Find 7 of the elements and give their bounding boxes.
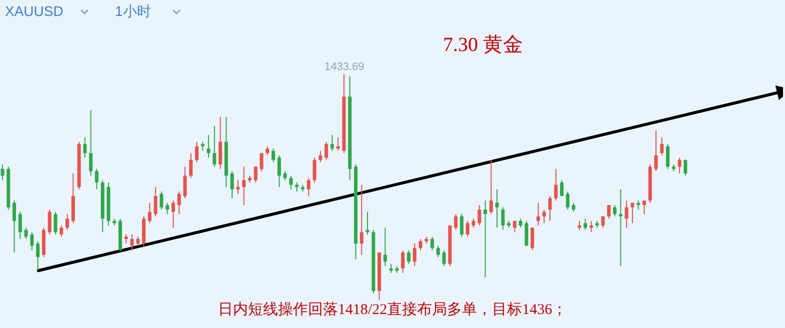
candlestick [618,189,622,266]
annotation: 1433.69 [324,61,364,73]
text: 日内短线操作回落1418/22直接布局多单，目标1436； [216,300,568,319]
text: 1小时 [115,3,151,21]
candlestick [484,200,488,278]
text: XAUUSD [5,3,64,19]
chart-title: 7.30 黄金 [443,33,523,58]
